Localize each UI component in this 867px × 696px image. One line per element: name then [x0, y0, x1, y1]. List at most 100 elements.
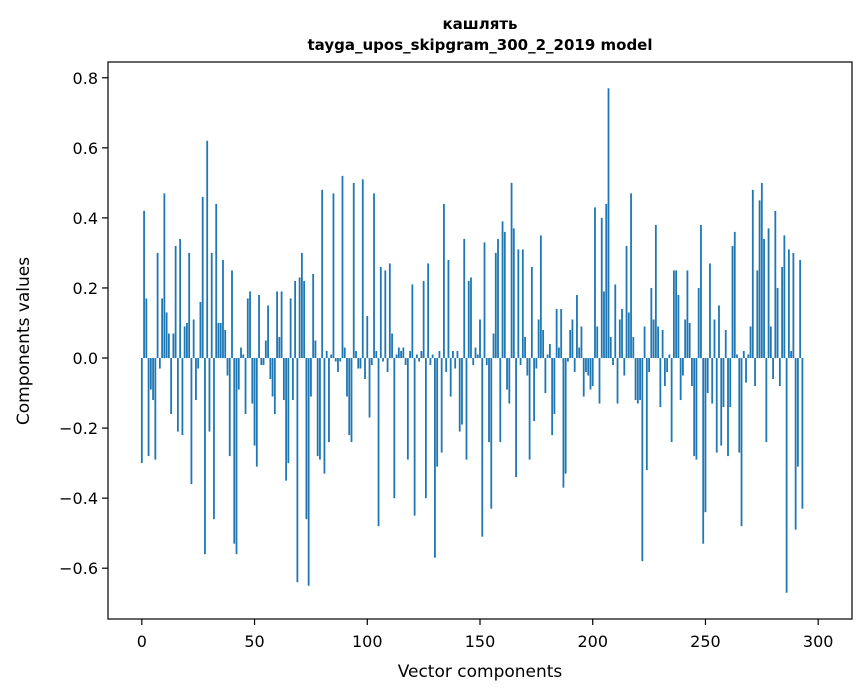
bar — [607, 88, 610, 359]
bar — [783, 235, 786, 359]
bar — [204, 358, 206, 555]
bar — [458, 358, 461, 432]
bar — [713, 319, 716, 359]
bar — [235, 358, 238, 555]
bar — [636, 358, 639, 404]
bar — [749, 326, 752, 359]
bar — [571, 319, 574, 359]
bar — [186, 322, 188, 359]
bar — [183, 326, 186, 359]
bar — [510, 182, 513, 359]
bar — [627, 312, 630, 359]
bar — [792, 252, 795, 359]
bar — [621, 308, 623, 359]
bar — [213, 358, 215, 520]
bar — [799, 259, 802, 359]
bar — [253, 358, 256, 446]
bar — [479, 319, 481, 359]
bar — [609, 337, 612, 359]
bar — [632, 337, 635, 359]
x-tick-label: 150 — [465, 632, 496, 651]
bar — [226, 358, 229, 376]
bar — [474, 347, 477, 359]
bar — [395, 354, 398, 359]
bar — [535, 358, 538, 369]
bar — [165, 312, 168, 359]
bar — [332, 193, 335, 359]
bar — [672, 270, 675, 359]
bar — [199, 301, 202, 359]
bar — [700, 224, 702, 359]
y-tick-label: 0.8 — [73, 69, 98, 88]
bar — [553, 358, 556, 415]
bar — [438, 351, 441, 359]
bar — [506, 358, 508, 390]
bar — [314, 340, 317, 359]
bar — [567, 358, 569, 362]
bar — [222, 259, 224, 359]
bar — [675, 270, 678, 359]
bar — [778, 358, 781, 387]
bar — [452, 351, 454, 359]
bar — [224, 329, 227, 359]
bar — [697, 287, 700, 359]
bar — [488, 358, 490, 443]
bar — [273, 358, 276, 415]
bar — [630, 193, 632, 359]
bar — [731, 245, 734, 359]
bar — [386, 358, 389, 373]
bar — [576, 294, 578, 359]
bar — [359, 358, 362, 369]
chart-title-line2: tayga_upos_skipgram_300_2_2019 model — [308, 36, 653, 54]
bar — [551, 358, 554, 436]
bar — [280, 291, 283, 359]
bar — [645, 358, 648, 471]
bar — [612, 358, 614, 366]
bar — [364, 358, 366, 380]
bar — [244, 358, 247, 415]
bar — [143, 210, 145, 359]
bar — [787, 249, 790, 359]
bar — [585, 358, 587, 373]
bar — [208, 358, 211, 432]
bar — [709, 263, 711, 359]
bar — [485, 358, 488, 366]
bar — [720, 358, 723, 446]
bar — [702, 358, 705, 544]
bar — [262, 358, 265, 366]
bar — [706, 358, 709, 394]
bar — [772, 358, 774, 380]
bar — [465, 358, 468, 460]
bar — [282, 358, 285, 401]
bar — [767, 228, 770, 359]
bar — [769, 326, 772, 359]
bar — [765, 358, 768, 443]
bar — [355, 351, 357, 359]
bar — [334, 358, 337, 362]
bar — [328, 358, 330, 443]
bar — [373, 193, 375, 359]
bar — [542, 329, 545, 359]
bar — [539, 235, 542, 359]
y-tick-label: 0.6 — [73, 139, 98, 158]
bar — [206, 140, 209, 359]
bar — [483, 242, 486, 359]
bar — [269, 358, 272, 380]
bar — [533, 358, 536, 422]
bar — [201, 196, 204, 359]
bar — [285, 358, 288, 481]
bar — [312, 273, 315, 359]
y-axis-ticks: −0.6 −0.4 −0.2 0.0 0.2 0.4 0.6 0.8 — [59, 69, 108, 578]
bar — [337, 358, 339, 373]
bar — [763, 238, 765, 359]
bar — [512, 228, 515, 359]
bar — [695, 358, 698, 460]
bar — [666, 358, 669, 373]
bar — [346, 358, 348, 397]
bar — [596, 326, 599, 359]
bar — [501, 221, 504, 359]
bar — [400, 351, 402, 359]
bar — [727, 358, 729, 457]
bar — [573, 358, 576, 373]
